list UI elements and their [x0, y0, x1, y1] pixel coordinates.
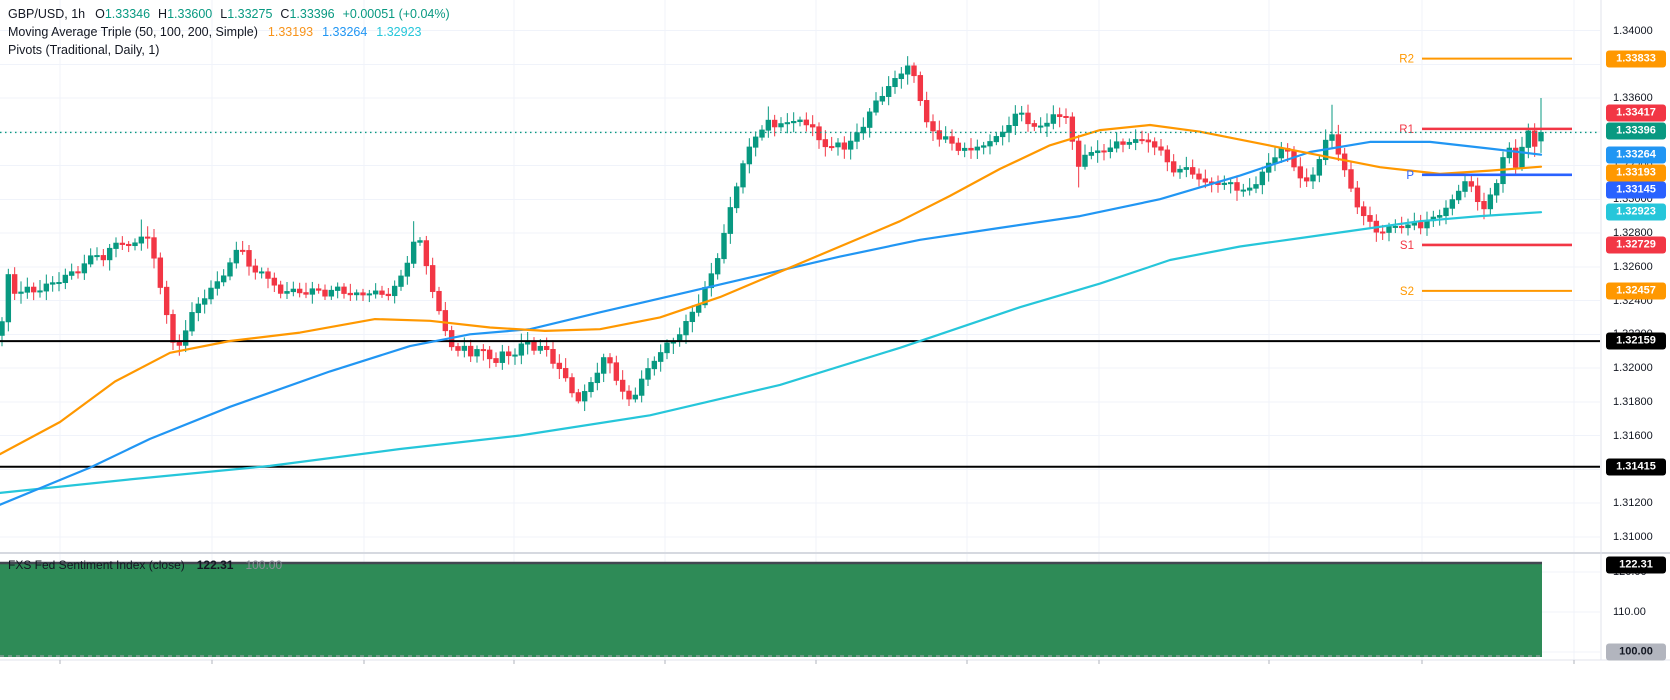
ma-indicator-label: Moving Average Triple (50, 100, 200, Sim… [8, 25, 258, 39]
high-value: 1.33600 [167, 7, 213, 21]
close-value: 1.33396 [289, 7, 335, 21]
ma200-line [0, 211, 1543, 494]
candles-down [11, 62, 1538, 406]
pivot-label-p: P [1406, 170, 1414, 182]
subpanel-title: FXS Fed Sentiment Index (close) [8, 558, 185, 572]
close-label: C [280, 7, 290, 21]
symbol-title[interactable]: GBP/USD, 1h [8, 7, 86, 21]
ma200-value: 1.32923 [376, 25, 422, 39]
symbol-row[interactable]: GBP/USD, 1h O 1.33346 H 1.33600 L 1.33275 C… [8, 5, 450, 23]
pivots-indicator-label: Pivots (Traditional, Daily, 1) [8, 43, 160, 57]
pivot-label-r1: R1 [1399, 124, 1414, 136]
ma100-line [0, 140, 1543, 506]
low-value: 1.33275 [227, 7, 273, 21]
legend: GBP/USD, 1h O 1.33346 H 1.33600 L 1.33275 C… [8, 5, 450, 59]
ma100-value: 1.33264 [322, 25, 368, 39]
high-label: H [158, 7, 168, 21]
indicator-ma-row[interactable]: Moving Average Triple (50, 100, 200, Sim… [8, 23, 450, 41]
pivot-label-s1: S1 [1400, 240, 1414, 252]
ma50-line [0, 123, 1543, 456]
change-value: +0.00051 (+0.04%) [342, 7, 450, 21]
sentiment-area [0, 563, 1542, 657]
open-value: 1.33346 [104, 7, 151, 21]
low-label: L [220, 7, 228, 21]
subpanel-value: 122.31 [196, 558, 234, 572]
pivot-label-r2: R2 [1399, 54, 1414, 66]
subpanel-baseline: 100.00 [245, 558, 283, 572]
indicator-pivots-row[interactable]: Pivots (Traditional, Daily, 1) [8, 41, 450, 59]
ma50-value: 1.33193 [267, 25, 314, 39]
candles-up [0, 56, 1544, 412]
subpanel-legend-row[interactable]: FXS Fed Sentiment Index (close) 122.31 1… [8, 558, 282, 572]
open-label: O [95, 7, 105, 21]
pivot-label-s2: S2 [1400, 286, 1414, 298]
